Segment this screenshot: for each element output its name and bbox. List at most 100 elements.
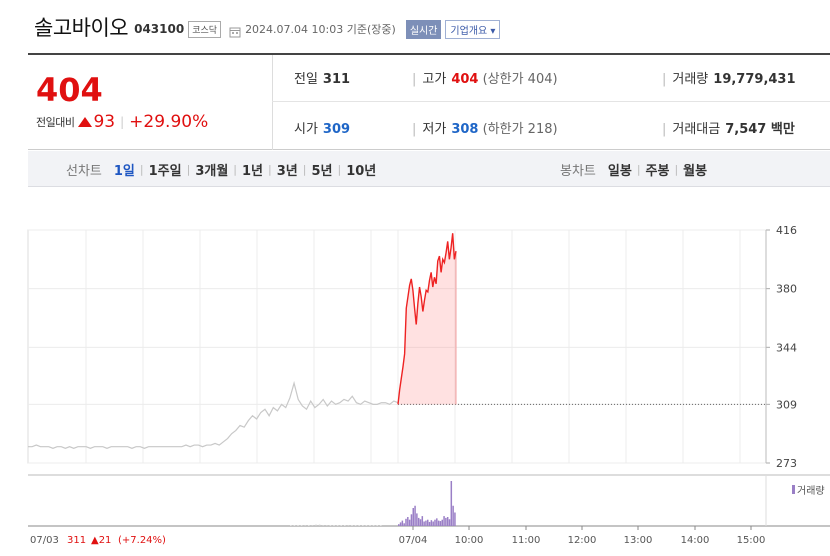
volume-bar xyxy=(315,524,317,526)
volume-bar xyxy=(410,514,413,526)
prev-close-label: 전일 xyxy=(294,72,318,87)
volume-bar xyxy=(403,523,405,526)
x-tick-label: 15:00 xyxy=(737,535,766,546)
y-tick-label: 344 xyxy=(776,341,797,354)
low-price: | 저가 308 (하한가 218) xyxy=(412,122,558,137)
volume-bar xyxy=(437,520,440,526)
tab-weekly-candle[interactable]: 주봉 xyxy=(645,163,670,179)
company-overview-button[interactable]: 기업개요 ▾ xyxy=(445,19,501,39)
y-axis: 416 380 344 309 273 xyxy=(765,224,797,470)
volume-bar xyxy=(311,525,314,526)
change-percent: +29.90% xyxy=(129,112,209,132)
amount-label: 거래대금 xyxy=(672,122,721,137)
tab-1-year[interactable]: 1년 xyxy=(242,163,264,179)
lower-limit: (하한가 218) xyxy=(482,122,558,137)
realtime-button[interactable]: 실시간 xyxy=(405,19,442,39)
prev-day-change: ▲21 xyxy=(91,535,111,546)
volume-bar xyxy=(408,519,411,526)
open-value: 309 xyxy=(322,122,351,137)
tab-3-years[interactable]: 3년 xyxy=(276,163,298,179)
volume-bar xyxy=(398,524,400,526)
tab-monthly-candle[interactable]: 월봉 xyxy=(683,163,708,179)
volume-bar xyxy=(425,520,427,526)
volume-bar xyxy=(445,517,447,526)
price-area xyxy=(398,233,457,405)
volume-value: 19,779,431 xyxy=(713,72,796,87)
tab-10-years[interactable]: 10년 xyxy=(346,163,377,179)
low-value: 308 xyxy=(451,122,479,137)
prev-close-value: 311 xyxy=(322,72,351,87)
divider xyxy=(272,55,273,150)
stock-header: 솔고바이오 043100 코스닥 2024.07.04 10:03 기준(장중)… xyxy=(34,12,501,42)
volume-bar xyxy=(405,518,407,526)
volume-bar xyxy=(417,517,420,526)
volume-bar xyxy=(416,513,418,526)
volume-bar xyxy=(423,521,425,526)
prev-day-change-percent: (+7.24%) xyxy=(118,535,166,546)
prev-day-date: 07/03 xyxy=(30,535,59,546)
candle-chart-title: 봉차트 xyxy=(560,163,596,179)
volume-bar xyxy=(419,519,422,526)
volume-bar xyxy=(446,517,449,526)
divider: | xyxy=(120,115,125,129)
stock-code: 043100 xyxy=(134,22,185,36)
volume-bar xyxy=(347,525,350,526)
low-label: 저가 xyxy=(422,122,447,137)
upper-limit: (상한가 404) xyxy=(482,72,558,87)
volume-bar xyxy=(430,520,433,526)
x-axis: 07/04 10:00 11:00 12:00 13:00 14:00 15:00 xyxy=(399,526,766,546)
amount-value: 7,547 백만 xyxy=(725,122,795,137)
volume-bar xyxy=(304,525,306,526)
line-chart-title: 선차트 xyxy=(66,163,102,179)
volume-label: 거래량 xyxy=(672,72,709,87)
volume-bar xyxy=(412,508,414,526)
x-tick-label: 14:00 xyxy=(681,535,710,546)
volume-legend: 거래량 xyxy=(797,485,825,497)
open-price: 시가 309 xyxy=(294,118,350,137)
tab-1-day[interactable]: 1일 xyxy=(113,163,135,179)
change-label: 전일대비 xyxy=(36,116,75,129)
tab-1-week[interactable]: 1주일 xyxy=(148,163,182,179)
volume-bar xyxy=(454,512,456,526)
y-tick-label: 416 xyxy=(776,224,797,237)
volume-bar xyxy=(452,505,454,526)
tab-5-years[interactable]: 5년 xyxy=(311,163,333,179)
quote-panel: 404 전일대비 93 | +29.90% 전일 311 시가 309 | 고가 404… xyxy=(28,53,830,150)
volume-bar xyxy=(443,516,445,526)
volume-legend-swatch xyxy=(792,485,795,494)
volume-chart xyxy=(28,474,830,527)
candle-chart-tabs: 봉차트 일봉 | 주봉 | 월봉 xyxy=(560,151,707,187)
current-price: 404 xyxy=(36,71,103,109)
volume-bar xyxy=(428,521,431,526)
tab-daily-candle[interactable]: 일봉 xyxy=(607,163,632,179)
volume-bar xyxy=(326,525,328,526)
series-07-03-line xyxy=(28,380,399,449)
line-chart-tabs: 선차트 1일 | 1주일 | 3개월 | 1년 | 3년 | 5년 | 10년 xyxy=(66,151,376,187)
volume-bar xyxy=(436,518,438,526)
chart-grid xyxy=(27,229,767,464)
x-tick-label: 11:00 xyxy=(512,535,541,546)
volume-bar xyxy=(401,520,404,526)
change-value: 93 xyxy=(93,112,116,132)
stock-name[interactable]: 솔고바이오 xyxy=(34,16,129,40)
tab-3-months[interactable]: 3개월 xyxy=(195,163,229,179)
high-price: | 고가 404 (상한가 404) xyxy=(412,72,558,87)
up-arrow-icon xyxy=(78,117,93,127)
y-tick-label: 309 xyxy=(776,398,797,411)
divider xyxy=(272,101,830,102)
volume-bar xyxy=(450,481,453,526)
volume-bar xyxy=(407,517,409,526)
quote-datetime: 2024.07.04 10:03 기준(장중) xyxy=(245,23,396,36)
calendar-icon xyxy=(229,23,241,38)
volume-bar xyxy=(421,516,424,526)
prev-day-close: 311 xyxy=(67,535,86,546)
market-badge: 코스닥 xyxy=(188,20,222,38)
trading-amount: | 거래대금 7,547 백만 xyxy=(662,122,795,137)
volume-bar xyxy=(434,519,436,526)
x-tick-label: 13:00 xyxy=(624,535,653,546)
y-tick-label: 380 xyxy=(776,283,797,296)
volume-bar xyxy=(318,524,321,526)
x-tick-label: 07/04 xyxy=(399,535,428,546)
price-change-row: 전일대비 93 | +29.90% xyxy=(36,112,208,132)
